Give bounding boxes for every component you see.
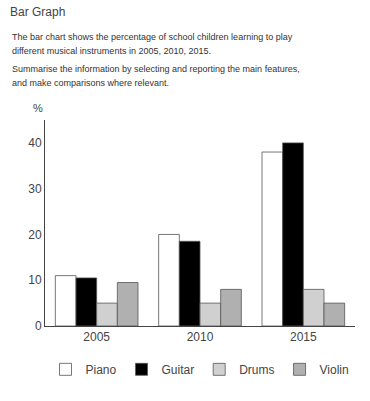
svg-text:30: 30 (28, 182, 42, 196)
svg-text:20: 20 (28, 228, 42, 242)
svg-text:Violin: Violin (320, 363, 349, 377)
svg-text:%: % (33, 102, 43, 114)
svg-text:and make comparisons where rel: and make comparisons where relevant. (12, 78, 169, 88)
svg-text:Summarise the information by s: Summarise the information by selecting a… (12, 64, 300, 74)
svg-text:Piano: Piano (86, 363, 117, 377)
svg-text:40: 40 (28, 136, 42, 150)
svg-text:different musical instruments: different musical instruments in 2005, 2… (12, 46, 211, 56)
svg-text:Guitar: Guitar (162, 363, 195, 377)
svg-text:2015: 2015 (290, 330, 317, 344)
svg-text:2005: 2005 (83, 330, 110, 344)
svg-text:Drums: Drums (239, 363, 274, 377)
svg-text:Bar Graph: Bar Graph (10, 5, 65, 19)
svg-text:0: 0 (35, 319, 42, 333)
svg-text:10: 10 (28, 273, 42, 287)
svg-text:2010: 2010 (187, 330, 214, 344)
svg-text:The bar chart shows the percen: The bar chart shows the percentage of sc… (12, 32, 293, 42)
